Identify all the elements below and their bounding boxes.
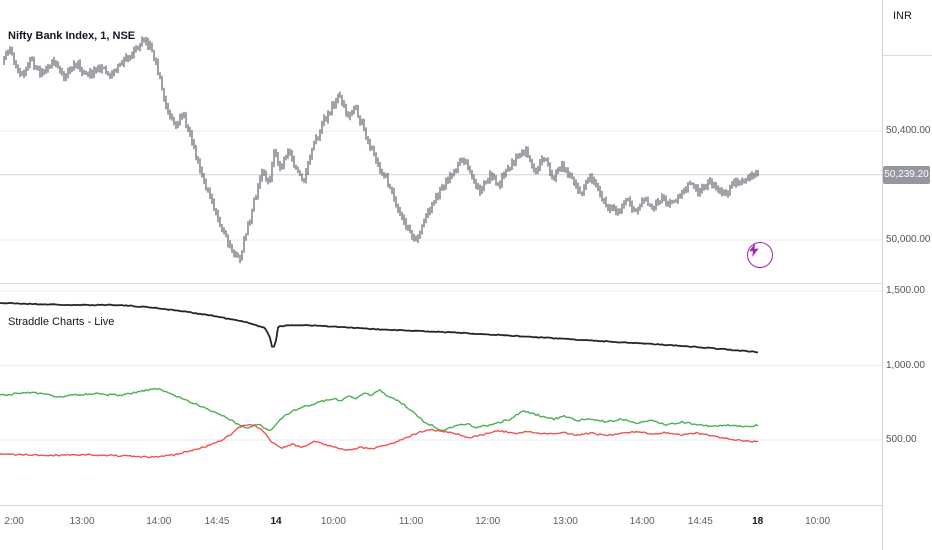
flash-icon[interactable] bbox=[747, 242, 773, 268]
time-axis-day-label: 18 bbox=[752, 516, 764, 527]
time-axis-label: 10:00 bbox=[320, 516, 346, 527]
currency-button[interactable]: INR bbox=[893, 10, 912, 22]
time-axis[interactable]: 2:00 13:00 14:00 14:45 14 10:00 11:00 12:00 13:0… bbox=[0, 505, 932, 550]
time-axis-day-label: 14 bbox=[270, 516, 282, 527]
price-axis[interactable]: INR 50,400.00 50,000.00 1,500.00 1,000.00 50… bbox=[882, 0, 932, 550]
time-axis-label: 13:00 bbox=[552, 516, 578, 527]
price-axis-label: 1,000.00 bbox=[886, 359, 925, 371]
last-price-badge: 50,239.20 bbox=[883, 165, 930, 184]
main-symbol-legend[interactable]: Nifty Bank Index, 1, NSE bbox=[8, 30, 136, 42]
pane-separator[interactable] bbox=[0, 283, 932, 284]
chart-plot bbox=[0, 36, 882, 459]
time-axis-label: 14:00 bbox=[629, 516, 655, 527]
straddle-indicator-legend[interactable]: Straddle Charts - Live bbox=[8, 316, 115, 328]
time-axis-label: 13:00 bbox=[69, 516, 95, 527]
price-axis-label: 1,500.00 bbox=[886, 285, 925, 297]
time-axis-label: 14:45 bbox=[687, 516, 713, 527]
chart-canvas[interactable]: Nifty Bank Index, 1, NSE Straddle Charts… bbox=[0, 0, 882, 505]
time-axis-label: 12:00 bbox=[475, 516, 501, 527]
price-axis-label: 50,400.00 bbox=[886, 125, 931, 136]
price-axis-labels: 50,400.00 50,000.00 1,500.00 1,000.00 500.00 bbox=[883, 0, 932, 505]
price-axis-label: 50,000.00 bbox=[886, 233, 931, 245]
price-axis-label: 500.00 bbox=[886, 434, 917, 446]
time-axis-label: 14:45 bbox=[204, 516, 230, 527]
time-axis-label: 11:00 bbox=[398, 516, 424, 527]
time-axis-label: 2:00 bbox=[4, 516, 24, 527]
time-axis-label: 14:00 bbox=[146, 516, 172, 527]
time-axis-label: 10:00 bbox=[805, 516, 831, 527]
lightning-bolt-icon bbox=[749, 243, 759, 257]
axis-divider bbox=[883, 55, 932, 56]
